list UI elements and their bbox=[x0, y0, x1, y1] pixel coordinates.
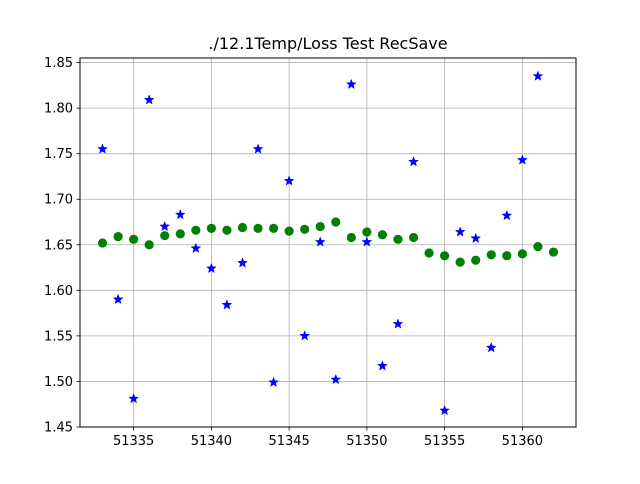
circle-point bbox=[533, 242, 543, 252]
circle-point bbox=[206, 223, 216, 233]
star-point bbox=[283, 175, 295, 186]
circle-point bbox=[300, 224, 310, 234]
circle-point bbox=[440, 251, 450, 261]
star-point bbox=[439, 404, 451, 416]
x-tick-label: 51360 bbox=[502, 434, 543, 449]
circle-point bbox=[268, 223, 279, 233]
star-point bbox=[361, 236, 373, 247]
circle-point bbox=[253, 223, 263, 233]
circle-point bbox=[424, 248, 434, 258]
x-tick-label: 51335 bbox=[113, 434, 154, 449]
circle-point bbox=[129, 234, 139, 244]
star-point bbox=[345, 78, 357, 90]
chart-title: ./12.1Temp/Loss Test RecSave bbox=[208, 34, 447, 53]
circle-point bbox=[548, 247, 559, 257]
circle-point bbox=[315, 221, 325, 232]
circle-point bbox=[331, 217, 341, 227]
x-tick-label: 51350 bbox=[346, 434, 387, 449]
circle-point bbox=[191, 225, 201, 235]
circle-point bbox=[455, 257, 465, 267]
star-point bbox=[237, 257, 248, 268]
circle-point bbox=[160, 231, 170, 241]
y-tick-label: 1.80 bbox=[44, 102, 73, 117]
star-point bbox=[392, 318, 404, 329]
circle-point bbox=[346, 232, 356, 243]
star-point bbox=[516, 154, 528, 165]
plot-area-background bbox=[80, 58, 576, 427]
star-point bbox=[174, 208, 186, 220]
circle-point bbox=[113, 231, 123, 242]
y-tick-label: 1.70 bbox=[44, 193, 73, 208]
y-tick-label: 1.65 bbox=[44, 238, 73, 253]
star-point bbox=[314, 236, 326, 247]
circle-point bbox=[486, 250, 496, 260]
star-point bbox=[376, 360, 388, 371]
y-tick-label: 1.55 bbox=[44, 329, 73, 344]
circle-point bbox=[408, 232, 419, 243]
star-point bbox=[112, 293, 124, 305]
star-point bbox=[252, 143, 264, 154]
circle-point bbox=[97, 238, 108, 248]
star-point bbox=[143, 94, 155, 105]
circle-point bbox=[502, 251, 512, 261]
y-tick-label: 1.45 bbox=[44, 421, 73, 436]
star-point bbox=[501, 209, 513, 221]
star-point bbox=[470, 232, 482, 244]
circle-point bbox=[471, 255, 481, 265]
circle-point bbox=[144, 240, 154, 250]
x-tick-label: 51340 bbox=[191, 434, 232, 449]
circle-point bbox=[377, 230, 388, 240]
circle-point bbox=[222, 225, 232, 235]
star-point bbox=[205, 262, 217, 274]
circle-point bbox=[393, 234, 403, 244]
axis-ticks: 51335 51340 51345 51350 51355 51360 1.45 1.50 1.… bbox=[44, 56, 543, 449]
star-point bbox=[97, 143, 108, 154]
y-tick-label: 1.50 bbox=[44, 375, 73, 390]
circle-point bbox=[517, 249, 527, 259]
star-point bbox=[408, 156, 419, 167]
star-point bbox=[299, 330, 311, 341]
star-point bbox=[268, 376, 280, 387]
y-tick-label: 1.75 bbox=[44, 147, 73, 162]
circle-point bbox=[175, 229, 185, 239]
star-point bbox=[485, 342, 497, 353]
star-point bbox=[532, 70, 544, 81]
star-point bbox=[159, 220, 171, 232]
x-tick-label: 51355 bbox=[424, 434, 465, 449]
circle-point bbox=[284, 226, 294, 236]
star-point bbox=[330, 373, 342, 385]
circle-point bbox=[362, 227, 372, 237]
grid-lines bbox=[80, 58, 576, 428]
star-point bbox=[454, 226, 466, 237]
data-points bbox=[97, 70, 559, 416]
star-point bbox=[221, 299, 233, 310]
y-tick-label: 1.85 bbox=[44, 56, 73, 71]
star-point bbox=[128, 393, 140, 404]
plot-area-frame bbox=[79, 57, 577, 428]
y-tick-label: 1.60 bbox=[44, 284, 73, 299]
x-tick-label: 51345 bbox=[268, 434, 309, 449]
circle-point bbox=[237, 222, 248, 233]
star-point bbox=[190, 242, 202, 254]
